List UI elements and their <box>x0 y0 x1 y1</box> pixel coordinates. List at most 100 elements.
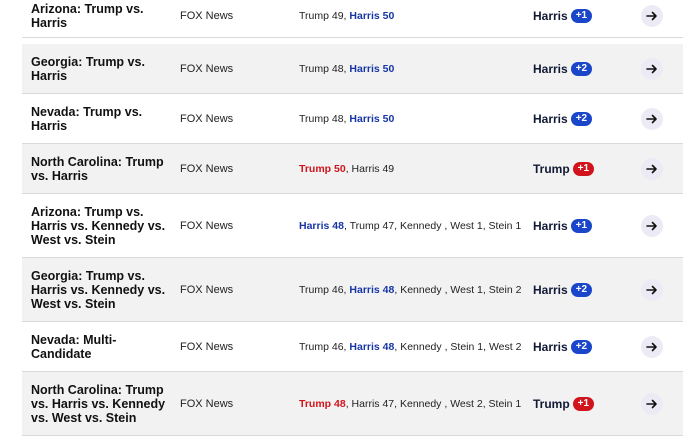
result-separator: , <box>345 162 352 175</box>
result-value: West 2 <box>488 340 522 353</box>
result-value: Harris 50 <box>349 112 395 125</box>
arrow-cell <box>627 335 683 358</box>
result-separator: , <box>343 219 350 232</box>
result-separator: , <box>483 340 489 353</box>
table-row[interactable]: North Carolina: Trump vs. Harris vs. Ken… <box>22 372 683 436</box>
spread-badge: +2 <box>570 282 593 297</box>
view-details-button[interactable] <box>641 4 663 27</box>
spread-badge: +1 <box>570 8 593 23</box>
result-value: Trump 50 <box>299 162 346 175</box>
spread-leader: Harris <box>533 339 568 354</box>
result-value: Kennedy <box>400 340 445 353</box>
table-row[interactable]: Nevada: Trump vs. Harris FOX News Trump 48… <box>22 94 683 144</box>
result-separator: , <box>394 219 400 232</box>
spread-badge: +2 <box>570 61 593 76</box>
race-name[interactable]: Nevada: Multi-Candidate <box>31 332 117 361</box>
result-value: West 1 <box>450 283 483 296</box>
spread-cell: Harris +2 <box>522 111 627 126</box>
result-value: Kennedy <box>400 219 445 232</box>
view-details-button[interactable] <box>641 278 663 301</box>
view-details-button[interactable] <box>641 157 663 180</box>
spread-cell: Harris +1 <box>522 8 627 23</box>
view-details-button[interactable] <box>641 107 663 130</box>
poll-source: FOX News <box>180 219 234 232</box>
arrow-right-icon[interactable] <box>646 284 658 296</box>
spread-leader: Trump <box>533 161 570 176</box>
poll-results: Trump 50, Harris 49 <box>289 163 522 175</box>
table-row[interactable]: Nevada: Multi-Candidate FOX News Trump 46,… <box>22 322 683 372</box>
result-separator: , <box>482 219 489 232</box>
race-name[interactable]: Arizona: Trump vs. Harris vs. Kennedy vs… <box>31 204 166 247</box>
result-value: West 2 <box>450 397 483 410</box>
arrow-cell <box>627 278 683 301</box>
result-value: Trump 48 <box>299 62 344 75</box>
arrow-cell <box>627 392 683 415</box>
result-value: Harris 50 <box>349 9 395 22</box>
poll-results: Trump 48, Harris 47, Kennedy , West 2, S… <box>289 398 522 410</box>
view-details-button[interactable] <box>641 214 663 237</box>
table-row[interactable]: North Carolina: Trump vs. Harris FOX News… <box>22 144 683 194</box>
table-row[interactable]: Georgia: Trump vs. Harris FOX News Trump 4… <box>22 44 683 94</box>
spread-badge: +1 <box>572 396 595 411</box>
result-value: Trump 49 <box>299 9 344 22</box>
view-details-button[interactable] <box>641 392 663 415</box>
poll-results: Trump 48, Harris 50 <box>289 63 522 75</box>
spread-cell: Harris +2 <box>522 339 627 354</box>
table-row[interactable]: Georgia: Trump vs. Harris vs. Kennedy vs… <box>22 258 683 322</box>
view-details-button[interactable] <box>641 57 663 80</box>
result-separator: , <box>482 283 489 296</box>
race-name[interactable]: North Carolina: Trump vs. Harris vs. Ken… <box>31 382 166 425</box>
race-name[interactable]: Nevada: Trump vs. Harris <box>31 104 143 133</box>
spread-leader: Harris <box>533 218 568 233</box>
result-value: Harris 48 <box>299 219 344 232</box>
spread-cell: Trump +1 <box>522 161 627 176</box>
race-name[interactable]: Arizona: Trump vs. Harris <box>31 1 144 30</box>
result-value: Harris 50 <box>349 62 395 75</box>
poll-source: FOX News <box>180 62 234 75</box>
result-value: Stein 1 <box>488 397 522 410</box>
arrow-right-icon[interactable] <box>646 10 658 22</box>
poll-results: Trump 46, Harris 48, Kennedy , Stein 1, … <box>289 341 522 353</box>
result-value: Harris 48 <box>349 340 395 353</box>
result-separator: , <box>482 397 489 410</box>
arrow-right-icon[interactable] <box>646 163 658 175</box>
view-details-button[interactable] <box>641 335 663 358</box>
poll-source: FOX News <box>180 112 234 125</box>
arrow-right-icon[interactable] <box>646 63 658 75</box>
poll-source: FOX News <box>180 397 234 410</box>
race-name[interactable]: Georgia: Trump vs. Harris vs. Kennedy vs… <box>31 268 166 311</box>
result-value: Harris 47 <box>351 397 395 410</box>
arrow-right-icon[interactable] <box>646 220 658 232</box>
result-value: West 1 <box>450 219 483 232</box>
result-separator: , <box>394 283 401 296</box>
arrow-cell <box>627 214 683 237</box>
arrow-right-icon[interactable] <box>646 341 658 353</box>
spread-cell: Trump +1 <box>522 396 627 411</box>
result-separator: , <box>343 340 350 353</box>
result-separator: , <box>343 62 350 75</box>
result-value: Trump 46 <box>299 340 344 353</box>
race-name[interactable]: Georgia: Trump vs. Harris <box>31 54 145 83</box>
result-value: Harris 49 <box>351 162 395 175</box>
result-separator: , <box>444 397 451 410</box>
race-name[interactable]: North Carolina: Trump vs. Harris <box>31 154 164 183</box>
arrow-right-icon[interactable] <box>646 398 658 410</box>
poll-source: FOX News <box>180 162 234 175</box>
table-row[interactable]: Arizona: Trump vs. Harris vs. Kennedy vs… <box>22 194 683 258</box>
spread-badge: +1 <box>572 161 595 176</box>
spread-cell: Harris +2 <box>522 282 627 297</box>
spread-cell: Harris +1 <box>522 218 627 233</box>
table-row[interactable]: Arizona: Trump vs. Harris FOX News Trump 4… <box>22 0 683 38</box>
poll-results: Harris 48, Trump 47, Kennedy , West 1, S… <box>289 220 522 232</box>
result-value: Stein 1 <box>450 340 484 353</box>
result-separator: , <box>444 219 451 232</box>
result-separator: , <box>343 283 350 296</box>
result-separator: , <box>343 112 350 125</box>
arrow-right-icon[interactable] <box>646 113 658 125</box>
result-value: Trump 48 <box>299 112 344 125</box>
result-value: Kennedy <box>399 397 445 410</box>
result-value: Trump 46 <box>299 283 344 296</box>
result-value: Trump 47 <box>349 219 395 232</box>
poll-results: Trump 46, Harris 48, Kennedy , West 1, S… <box>289 284 522 296</box>
result-value: Trump 48 <box>299 397 346 410</box>
